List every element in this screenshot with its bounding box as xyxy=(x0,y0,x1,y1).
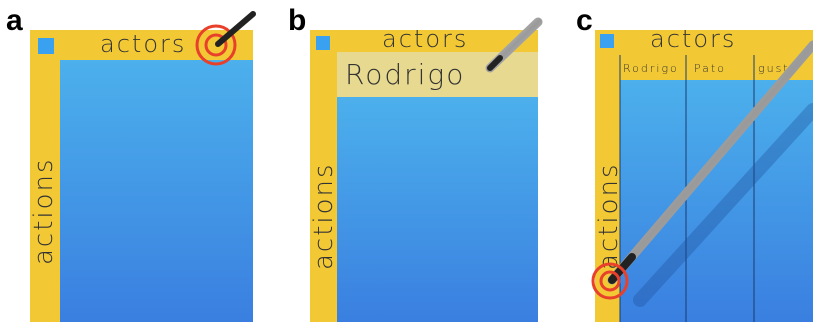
side-text: actions xyxy=(594,162,624,270)
menu-square[interactable] xyxy=(38,38,54,54)
panel-a: a actors actions xyxy=(6,4,253,322)
canvas xyxy=(60,60,253,322)
menu-square[interactable] xyxy=(316,36,330,50)
side-text: actions xyxy=(29,157,59,265)
menu-square[interactable] xyxy=(600,34,614,48)
column-text: Rodrigo xyxy=(623,62,679,75)
panel-c: c actors Rodrigo Pato gusto actions xyxy=(576,4,813,322)
input-text: Rodrigo xyxy=(345,58,465,91)
figure: a actors actions b actors Rodrigo action… xyxy=(0,0,813,322)
header-text: actors xyxy=(382,25,468,53)
side-text: actions xyxy=(309,162,339,270)
column-text: Pato xyxy=(694,62,726,75)
header-text: actors xyxy=(650,25,736,53)
header-text: actors xyxy=(100,30,186,58)
panel-b: b actors Rodrigo actions xyxy=(288,4,538,322)
panel-label: a xyxy=(6,4,23,37)
canvas xyxy=(337,97,538,322)
panel-label: b xyxy=(288,4,306,37)
panel-label: c xyxy=(576,4,593,37)
